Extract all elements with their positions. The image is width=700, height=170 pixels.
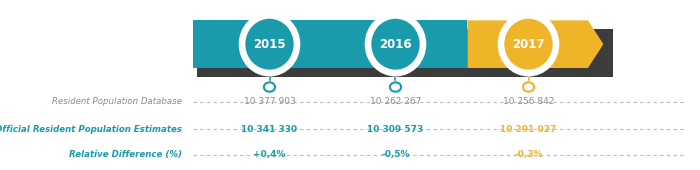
Text: 10 309 573: 10 309 573 <box>368 125 424 134</box>
Text: -0,3%: -0,3% <box>514 150 542 159</box>
Ellipse shape <box>498 12 559 76</box>
Text: 2016: 2016 <box>379 38 412 51</box>
Text: Relative Difference (%): Relative Difference (%) <box>69 150 182 159</box>
Text: 10 291 027: 10 291 027 <box>500 125 556 134</box>
Ellipse shape <box>503 17 554 71</box>
Text: -0,5%: -0,5% <box>382 150 409 159</box>
Text: 10 377 903: 10 377 903 <box>244 98 295 106</box>
Text: 10 341 330: 10 341 330 <box>241 125 298 134</box>
Text: Resident Population Database: Resident Population Database <box>52 98 182 106</box>
FancyBboxPatch shape <box>197 29 613 76</box>
Polygon shape <box>468 20 603 68</box>
Text: 2017: 2017 <box>512 38 545 51</box>
Ellipse shape <box>370 17 421 71</box>
Text: 10 256 842: 10 256 842 <box>503 98 554 106</box>
Text: 10 262 267: 10 262 267 <box>370 98 421 106</box>
Text: +0,4%: +0,4% <box>253 150 286 159</box>
Ellipse shape <box>390 82 401 92</box>
Ellipse shape <box>365 12 426 76</box>
FancyBboxPatch shape <box>193 20 468 68</box>
Text: Official Resident Population Estimates: Official Resident Population Estimates <box>0 125 182 134</box>
Ellipse shape <box>523 82 534 92</box>
Text: 2015: 2015 <box>253 38 286 51</box>
Ellipse shape <box>244 17 295 71</box>
Ellipse shape <box>239 12 300 76</box>
Ellipse shape <box>264 82 275 92</box>
